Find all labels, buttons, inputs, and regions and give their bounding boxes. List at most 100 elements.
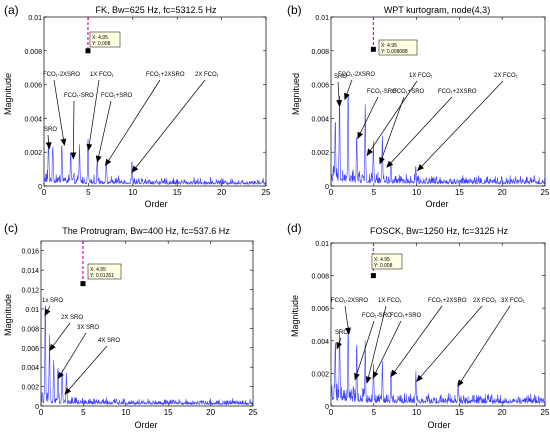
- annotation-label: 1X FCO₁: [90, 72, 114, 78]
- y-tick-label: 0.008: [24, 49, 42, 56]
- plot-area: 0 5 10 15 20 25 0 0.002 0.004 0.006 0.008 0.01: [311, 241, 550, 417]
- annotation-label: SRO: [335, 330, 348, 336]
- y-tick-label: 0.01: [315, 241, 329, 248]
- annotation-label: 2X FCO₁: [195, 72, 219, 78]
- datapoint: [80, 281, 86, 287]
- annotation-label: FCO₁-SRO: [64, 93, 94, 99]
- spectrum-line: [43, 138, 267, 186]
- x-tick-label: 0: [39, 408, 44, 417]
- x-tick-label: 5: [372, 408, 377, 417]
- datatip-x: X: 4.95: [92, 35, 108, 41]
- annotation-arrow: [366, 80, 418, 156]
- annotation-label: FCO₁+SRO: [101, 93, 133, 99]
- y-tick-label: 0.002: [311, 150, 329, 157]
- annotation-arrow: [390, 305, 443, 378]
- y-tick-label: 0.01: [315, 15, 329, 22]
- y-tick-label: 0.01: [25, 307, 39, 314]
- y-tick-label: 0: [325, 184, 329, 191]
- datatip-y: Y: 0.008088: [381, 49, 408, 55]
- annotation-arrow: [372, 320, 402, 379]
- y-tick-label: 0.008: [311, 49, 329, 56]
- annotation-arrow: [417, 80, 504, 172]
- annotation-arrow: [457, 305, 511, 387]
- annotation-arrow: [44, 305, 51, 317]
- panel-label: (b): [287, 3, 302, 17]
- annotation-arrow: [53, 79, 67, 146]
- annotation-label: 4X SRO: [98, 338, 120, 344]
- plot-frame: [330, 16, 546, 187]
- y-axis-label: Magnitude: [3, 73, 13, 115]
- datatip-y: Y: 0.01261: [90, 273, 114, 279]
- x-tick-label: 20: [498, 188, 507, 197]
- y-tick-label: 0.012: [21, 288, 39, 295]
- y-tick-label: 0.004: [24, 116, 42, 123]
- y-tick-label: 0.006: [311, 306, 329, 313]
- annotation-arrow: [86, 79, 100, 152]
- annotation-arrow: [49, 322, 71, 352]
- x-tick-label: 15: [455, 408, 464, 417]
- panel-label: (d): [287, 221, 302, 235]
- annotation-label: FCO₁-2XSRO: [43, 72, 80, 78]
- panel-c: (c) The Protrugram, Bw=400 Hz, fc=537.6 …: [3, 221, 258, 430]
- annotation-label: FCO₁+SRO: [393, 89, 425, 95]
- annotation-arrow: [131, 79, 206, 173]
- panel-a: (a) FK, Bw=625 Hz, fc=5312.5 Hz Magnitud…: [3, 3, 271, 209]
- datatip: X: 4.95 Y: 0.008088: [378, 39, 418, 56]
- datatip: X: 4.95 Y: 0.008: [89, 31, 121, 48]
- spectrum-line: [40, 305, 254, 406]
- panel-label: (a): [4, 3, 19, 17]
- chart-title: The Protrugram, Bw=400 Hz, fc=537.6 Hz: [62, 226, 230, 236]
- chart-title: WPT kurtogram, node(4,3): [384, 5, 490, 15]
- annotation-label: SRO: [334, 74, 347, 80]
- spectrum-line: [330, 94, 546, 185]
- annotation-arrow: [95, 100, 112, 163]
- x-tick-label: 15: [164, 408, 173, 417]
- annotation-layer: 1x SRO 2X SRO 3X SRO 4X SRO: [42, 298, 120, 395]
- plot-area: 0 5 10 15 20 25 0 0.002 0.004 0.006 0.008 0.01 0.012…: [21, 240, 258, 417]
- x-tick-label: 10: [412, 408, 421, 417]
- datatip: X: 4.95 Y: 0.01261: [87, 263, 122, 280]
- y-axis-label: Magnitude: [3, 294, 13, 336]
- annotation-label: 2X FCO₁: [494, 73, 518, 79]
- y-tick-label: 0.006: [21, 346, 39, 353]
- annotation-label: 2X SRO: [61, 315, 83, 321]
- x-tick-label: 5: [86, 188, 91, 197]
- annotation-layer: SRO FCO₁-2XSRO FCO₁-SRO 1X FCO₁ FCO₁+SRO…: [334, 72, 518, 172]
- datatip: X: 4.95 Y: 0.008: [371, 253, 403, 270]
- y-tick-label: 0.014: [21, 268, 39, 275]
- annotation-arrow: [57, 332, 87, 380]
- datatip-x: X: 4.95: [381, 43, 397, 49]
- x-tick-label: 0: [329, 408, 334, 417]
- x-tick-label: 10: [128, 188, 137, 197]
- datatip-box: [87, 263, 122, 280]
- annotation-label: FCO₁+2XSRO: [146, 72, 185, 78]
- annotation-arrow: [64, 345, 108, 395]
- datatip-y: Y: 0.008: [92, 41, 111, 47]
- y-tick-label: 0: [325, 404, 329, 411]
- annotation-arrow: [336, 81, 343, 108]
- annotation-arrow: [354, 320, 375, 381]
- y-tick-label: 0.006: [311, 83, 329, 90]
- annotation-arrow: [386, 96, 453, 168]
- x-tick-label: 5: [372, 188, 377, 197]
- annotation-label: 1X FCO₁: [378, 298, 402, 304]
- x-tick-label: 15: [173, 188, 182, 197]
- annotation-label: FCO₁-SRO: [367, 89, 397, 95]
- annotation-label: FCO₁-SRO: [362, 313, 392, 319]
- x-tick-label: 10: [121, 408, 130, 417]
- annotation-label: 3X SRO: [77, 325, 99, 331]
- annotation-arrow: [416, 305, 483, 382]
- spectrum-line: [330, 325, 546, 405]
- panel-d: (d) FOSCK, Bw=1250 Hz, fc=3125 Hz Magnit…: [287, 221, 550, 430]
- y-tick-label: 0.002: [24, 150, 42, 157]
- plot-frame: [43, 16, 267, 187]
- y-tick-label: 0.016: [21, 249, 39, 256]
- annotation-label: FCO₁-2XSRO: [338, 72, 375, 78]
- x-tick-label: 20: [217, 188, 226, 197]
- y-tick-label: 0.008: [21, 326, 39, 333]
- x-axis-label: Order: [134, 420, 157, 430]
- annotation-arrow: [104, 79, 161, 167]
- annotation-arrow: [344, 79, 353, 101]
- annotation-label: FCO₁+2XSRO: [428, 298, 467, 304]
